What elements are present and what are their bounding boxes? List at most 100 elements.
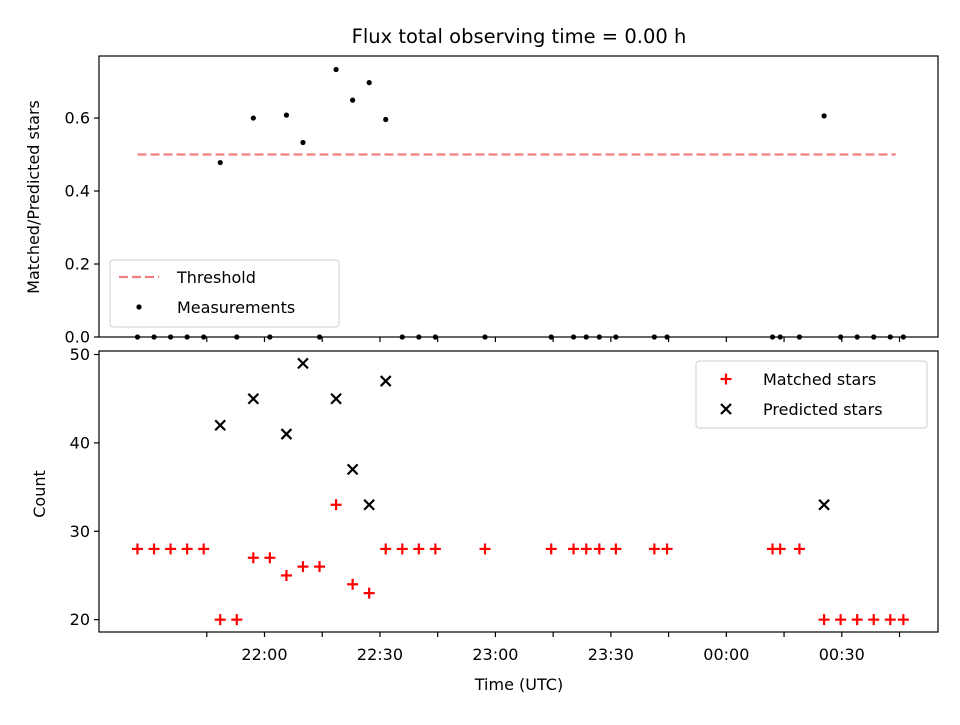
bottom-chart-xlabel: Time (UTC) bbox=[474, 675, 563, 694]
legend-measurements-swatch bbox=[136, 304, 142, 310]
matched-star-point-11 bbox=[314, 561, 326, 573]
bottom-ytick-label-0: 20 bbox=[70, 610, 90, 629]
matched-star-point-13 bbox=[347, 578, 359, 590]
bottom-chart-plot-area: 20 30 40 50 22:00 22:30 23:00 23:30 00:00 00:30 bbox=[70, 345, 939, 664]
matched-star-point-14 bbox=[363, 587, 375, 599]
legend-matched-swatch bbox=[720, 373, 732, 385]
predicted-star-point-6 bbox=[363, 498, 375, 511]
measurement-point-30 bbox=[821, 113, 827, 119]
predicted-star-point-5-b bbox=[346, 463, 359, 476]
matched-star-point-4 bbox=[198, 543, 210, 555]
matched-star-point-30 bbox=[818, 614, 830, 626]
matched-star-point-35 bbox=[897, 614, 909, 626]
predicted-star-point-4-b bbox=[330, 392, 342, 405]
matched-star-point-15 bbox=[380, 543, 392, 555]
measurement-point-13 bbox=[350, 97, 356, 103]
legend-threshold-label: Threshold bbox=[176, 268, 256, 287]
predicted-star-point-7 bbox=[379, 375, 392, 387]
matched-star-point-33 bbox=[868, 614, 880, 626]
matched-star-point-3 bbox=[181, 543, 193, 555]
matched-star-point-12 bbox=[330, 499, 342, 511]
bottom-xtick-label-4: 00:00 bbox=[703, 645, 749, 664]
measurement-point-5 bbox=[217, 159, 223, 166]
bottom-xtick-label-3: 23:30 bbox=[588, 645, 634, 664]
matched-star-point-1 bbox=[148, 543, 160, 555]
top-chart-ylabel: Matched/Predicted stars bbox=[24, 100, 43, 294]
matched-star-point-16 bbox=[396, 543, 408, 555]
matched-star-point-28 bbox=[774, 543, 786, 555]
matched-star-point-29 bbox=[793, 543, 805, 555]
matched-star-point-34 bbox=[884, 614, 896, 626]
predicted-star-point-8 bbox=[818, 498, 830, 511]
predicted-star-point-4 bbox=[330, 392, 342, 405]
top-chart-plot-area: 0.0 0.2 0.4 0.6 bbox=[65, 55, 939, 347]
matched-star-point-22 bbox=[580, 543, 592, 555]
bottom-ytick-label-1: 30 bbox=[70, 522, 90, 541]
matched-star-point-31 bbox=[835, 614, 847, 626]
top-chart-frame bbox=[98, 55, 939, 338]
top-legend: Threshold Measurements bbox=[109, 259, 340, 328]
matched-star-point-5 bbox=[214, 614, 226, 626]
measurement-point-9 bbox=[283, 112, 290, 118]
bottom-xtick-label-0: 22:00 bbox=[241, 645, 287, 664]
matched-star-point-24 bbox=[610, 543, 622, 555]
legend-predicted-label: Predicted stars bbox=[763, 400, 883, 419]
predicted-star-point-2-b bbox=[280, 428, 293, 440]
top-ytick-label-2: 0.4 bbox=[65, 182, 90, 201]
matched-star-point-17 bbox=[413, 543, 425, 555]
matched-star-point-6 bbox=[231, 614, 243, 626]
predicted-star-point-1 bbox=[247, 392, 260, 405]
legend-predicted-swatch-b bbox=[720, 403, 732, 415]
matched-star-point-23 bbox=[593, 543, 605, 555]
predicted-star-point-6-b bbox=[363, 498, 375, 511]
bottom-legend: Matched stars Predicted stars bbox=[695, 360, 928, 429]
predicted-star-point-5 bbox=[346, 463, 359, 476]
predicted-star-point-2 bbox=[280, 428, 293, 440]
bottom-chart-ylabel: Count bbox=[30, 470, 49, 518]
matched-star-point-10 bbox=[297, 561, 309, 573]
matched-star-point-8 bbox=[264, 552, 276, 564]
bottom-ytick-label-2: 40 bbox=[70, 433, 90, 452]
predicted-star-point-8-b bbox=[818, 498, 830, 511]
bottom-chart-frame bbox=[98, 350, 939, 633]
top-chart-title: Flux total observing time = 0.00 h bbox=[352, 25, 687, 48]
predicted-star-point-3-b bbox=[297, 357, 309, 370]
bottom-xtick-label-1: 22:30 bbox=[357, 645, 403, 664]
measurement-point-12 bbox=[333, 66, 339, 73]
matched-star-point-26 bbox=[661, 543, 673, 555]
matched-star-point-18 bbox=[429, 543, 441, 555]
legend-predicted-swatch bbox=[720, 403, 732, 415]
bottom-ytick-label-3: 50 bbox=[70, 345, 90, 364]
predicted-star-point-0-b bbox=[214, 419, 227, 432]
matched-star-point-7 bbox=[247, 552, 259, 564]
matched-star-point-2 bbox=[165, 543, 177, 555]
matched-star-point-32 bbox=[851, 614, 863, 626]
matched-star-point-21 bbox=[568, 543, 580, 555]
predicted-star-point-0 bbox=[214, 419, 227, 432]
bottom-xtick-label-2: 23:00 bbox=[472, 645, 518, 664]
predicted-star-point-7-b bbox=[379, 375, 392, 387]
top-ytick-label-0: 0.0 bbox=[65, 328, 90, 347]
top-legend-box bbox=[109, 259, 340, 328]
measurement-point-7 bbox=[250, 115, 256, 121]
predicted-star-point-1-b bbox=[247, 392, 260, 405]
legend-matched-label: Matched stars bbox=[763, 370, 876, 389]
bottom-legend-box bbox=[695, 360, 928, 429]
matched-star-point-19 bbox=[479, 543, 491, 555]
matched-star-point-0 bbox=[131, 543, 143, 555]
matched-star-point-20 bbox=[545, 543, 557, 555]
predicted-star-point-3 bbox=[297, 357, 309, 370]
matched-star-point-9 bbox=[280, 569, 292, 581]
top-ytick-label-3: 0.6 bbox=[65, 109, 90, 128]
legends: Threshold Measurements Matched stars Predic… bbox=[109, 259, 928, 429]
measurement-point-10 bbox=[300, 139, 306, 146]
legend-measurements-label: Measurements bbox=[177, 298, 295, 317]
measurement-point-14 bbox=[366, 80, 372, 86]
bottom-xtick-label-5: 00:30 bbox=[819, 645, 865, 664]
matched-star-point-25 bbox=[648, 543, 660, 555]
measurement-point-15 bbox=[383, 116, 389, 123]
top-ytick-label-1: 0.2 bbox=[65, 255, 90, 274]
